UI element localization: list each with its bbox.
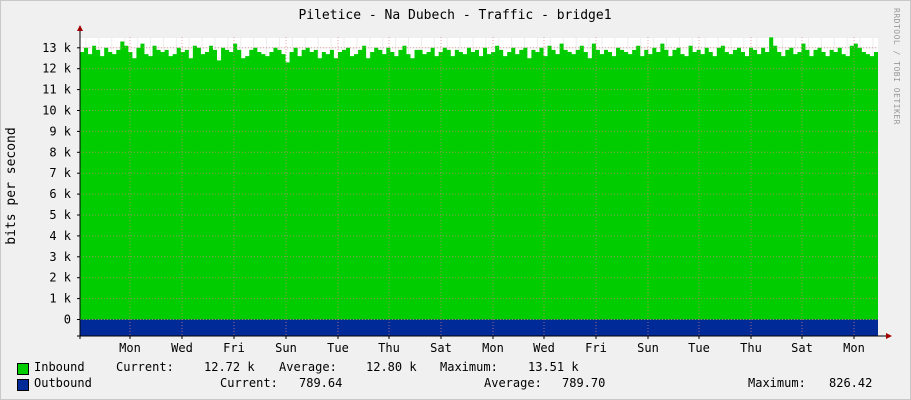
x-tick-label: Thu [740, 341, 762, 355]
y-tick-label: 5 k [49, 208, 71, 222]
x-axis-arrow [886, 333, 892, 339]
inbound-average-label: Average: [279, 360, 337, 374]
x-tick-label: Wed [171, 341, 193, 355]
outbound-area [80, 319, 878, 337]
outbound-swatch [17, 379, 29, 391]
outbound-average-value: 789.70 [562, 376, 606, 390]
x-tick-label: Wed [533, 341, 555, 355]
y-tick-label: 10 k [42, 104, 72, 118]
inbound-maximum-label: Maximum: [440, 360, 498, 374]
x-tick-label: Mon [843, 341, 865, 355]
x-tick-label: Mon [119, 341, 141, 355]
legend-inbound: Inbound [34, 360, 85, 374]
inbound-area [80, 37, 878, 320]
inbound-name: Inbound [34, 360, 85, 374]
inbound-current-value: 12.72 k [204, 360, 255, 374]
outbound-average-label: Average: [484, 376, 542, 390]
x-tick-label: Fri [585, 341, 607, 355]
outbound-maximum-value: 826.42 [829, 376, 873, 390]
y-tick-label: 1 k [49, 292, 71, 306]
y-axis-arrow [77, 25, 83, 31]
x-tick-label: Fri [223, 341, 245, 355]
y-tick-label: 7 k [49, 166, 71, 180]
x-tick-label: Sat [430, 341, 452, 355]
outbound-current-label: Current: [220, 376, 278, 390]
x-tick-label: Tue [688, 341, 710, 355]
y-axis-label: bits per second [4, 127, 19, 244]
x-tick-label: Sun [637, 341, 659, 355]
y-tick-label: 3 k [49, 250, 71, 264]
x-tick-label: Sun [275, 341, 297, 355]
inbound-swatch [17, 363, 29, 375]
x-tick-label: Mon [482, 341, 504, 355]
y-tick-label: 8 k [49, 145, 71, 159]
y-tick-label: 9 k [49, 124, 71, 138]
y-tick-label: 13 k [42, 41, 72, 55]
y-tick-label: 11 k [42, 83, 72, 97]
chart-title: Piletice - Na Dubech - Traffic - bridge1 [298, 8, 611, 23]
x-tick-label: Sat [791, 341, 813, 355]
inbound-current-label: Current: [116, 360, 174, 374]
y-tick-label: 12 k [42, 62, 72, 76]
legend-outbound: Outbound [34, 376, 92, 390]
rrdtool-watermark: RRDTOOL / TOBI OETIKER [892, 8, 901, 125]
x-tick-label: Tue [327, 341, 349, 355]
y-tick-label: 0 [64, 313, 71, 327]
inbound-average-value: 12.80 k [366, 360, 417, 374]
outbound-maximum-label: Maximum: [748, 376, 806, 390]
y-tick-label: 2 k [49, 271, 71, 285]
y-tick-label: 4 k [49, 229, 71, 243]
outbound-current-value: 789.64 [299, 376, 343, 390]
inbound-maximum-value: 13.51 k [528, 360, 579, 374]
outbound-name: Outbound [34, 376, 92, 390]
y-tick-label: 6 k [49, 187, 71, 201]
x-tick-label: Thu [378, 341, 400, 355]
